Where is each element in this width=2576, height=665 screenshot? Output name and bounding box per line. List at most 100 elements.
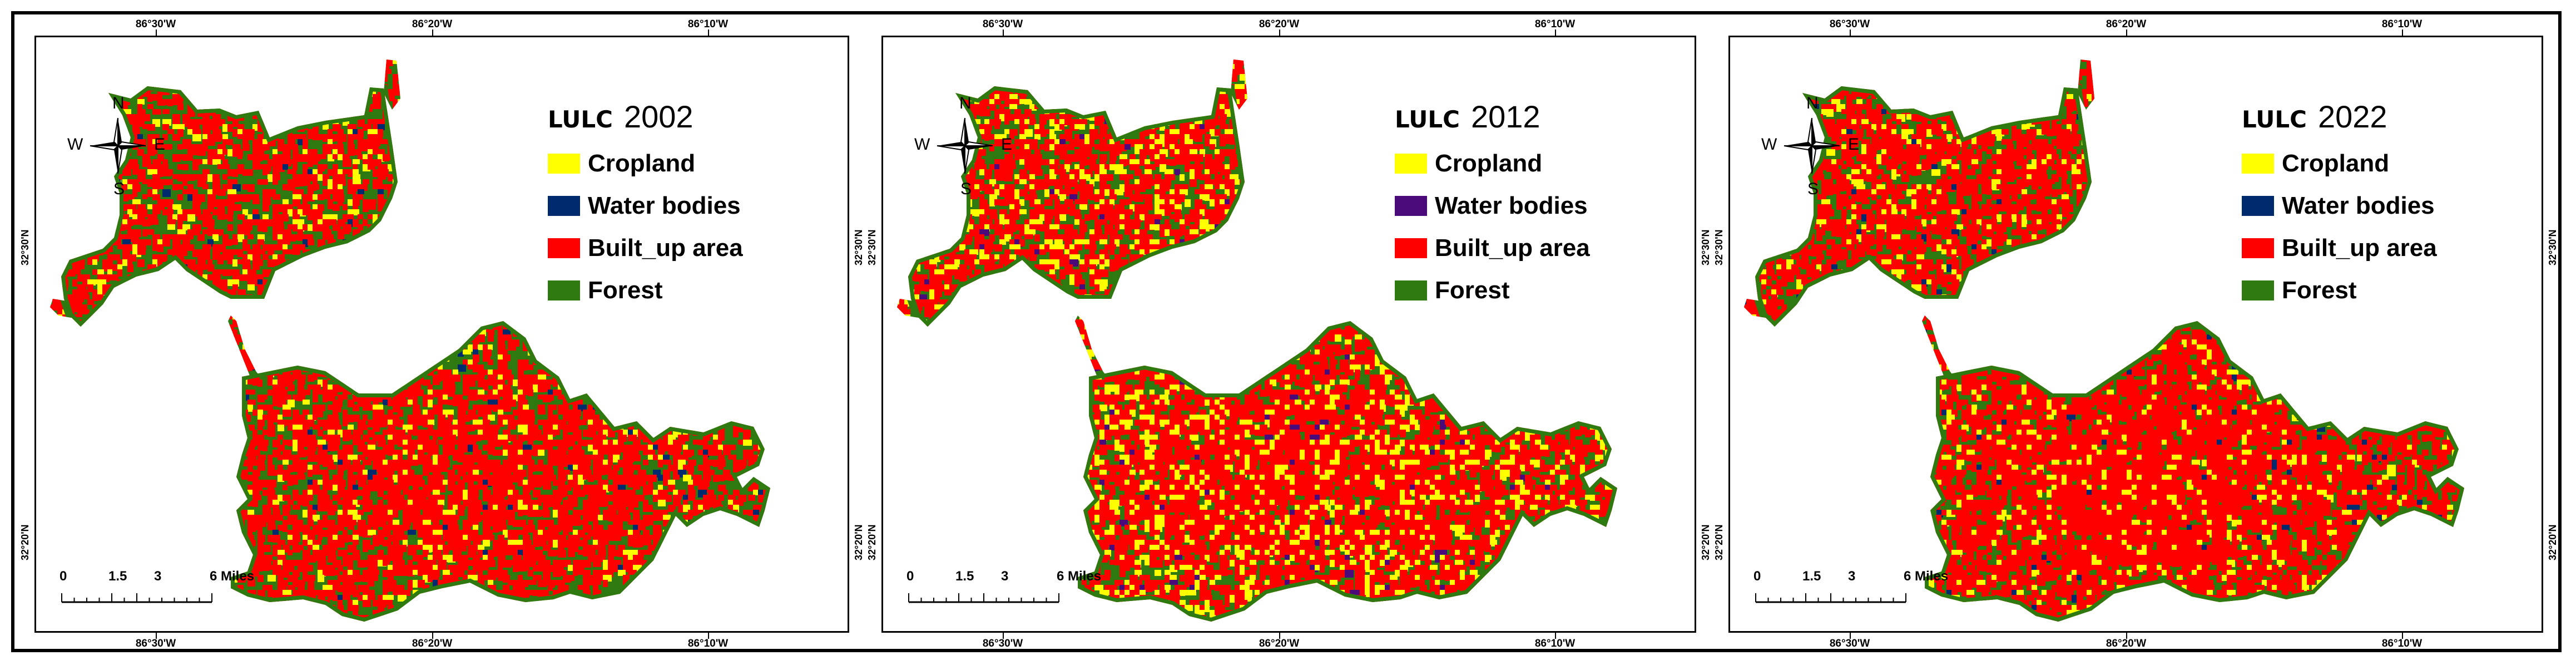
scale-bar: 0 1.5 3 6 Miles bbox=[1753, 569, 1948, 608]
legend-swatch bbox=[1395, 196, 1427, 216]
compass-rose-icon bbox=[1784, 117, 1840, 174]
legend-item: Cropland bbox=[2242, 150, 2389, 178]
legend-year: 2012 bbox=[1471, 99, 1540, 134]
compass-s-label: S bbox=[960, 180, 972, 199]
latitude-tick-left: 32°20'N bbox=[19, 524, 31, 560]
scale-bar-ruler bbox=[1755, 593, 1906, 603]
longitude-tick-bottom: 86°30'W bbox=[983, 638, 1023, 650]
scale-bar-ruler bbox=[908, 593, 1059, 603]
tick-mark bbox=[2126, 631, 2127, 639]
legend-label: Cropland bbox=[1435, 150, 1542, 178]
legend-item: Water bodies bbox=[2242, 192, 2435, 220]
legend-item: Water bodies bbox=[548, 192, 741, 220]
scale-bar: 0 1.5 3 6 Miles bbox=[906, 569, 1101, 608]
legend-item: Forest bbox=[1395, 277, 1509, 304]
compass-e-label: E bbox=[1001, 135, 1012, 154]
figure-frame: 86°30'W 86°20'W 86°10'W 86°30'W 86°20'W 86°10… bbox=[11, 11, 2562, 652]
legend-item: Built_up area bbox=[2242, 234, 2437, 262]
north-arrow-compass: N S E W bbox=[67, 94, 165, 198]
latitude-tick-left: 32°30'N bbox=[866, 229, 878, 265]
legend-swatch bbox=[2242, 280, 2274, 301]
tick-mark bbox=[708, 631, 709, 639]
tick-mark bbox=[1003, 631, 1004, 639]
legend-label: Built_up area bbox=[1435, 234, 1590, 262]
legend-swatch bbox=[2242, 238, 2274, 258]
legend-label: Forest bbox=[1435, 277, 1509, 304]
compass-e-label: E bbox=[154, 135, 165, 154]
tick-mark bbox=[1555, 29, 1556, 37]
longitude-tick-top: 86°30'W bbox=[983, 18, 1023, 31]
legend-title-lulc: LULC bbox=[1395, 106, 1460, 133]
compass-e-label: E bbox=[1848, 135, 1859, 154]
longitude-tick-bottom: 86°20'W bbox=[2106, 638, 2146, 650]
map-panel-2002: 86°30'W 86°20'W 86°10'W 86°30'W 86°20'W 86°10… bbox=[19, 18, 864, 649]
legend-label: Water bodies bbox=[2282, 192, 2435, 220]
legend-label: Built_up area bbox=[588, 234, 743, 262]
longitude-tick-bottom: 86°20'W bbox=[1259, 638, 1299, 650]
legend-label: Cropland bbox=[2282, 150, 2389, 178]
legend-swatch bbox=[1395, 238, 1427, 258]
compass-rose-icon bbox=[90, 117, 146, 174]
latitude-tick-left: 32°30'N bbox=[19, 229, 31, 265]
scale-bar-label: 6 Miles bbox=[210, 569, 254, 584]
legend-label: Forest bbox=[2282, 277, 2356, 304]
compass-w-label: W bbox=[1761, 135, 1777, 154]
latitude-tick-right: 32°20'N bbox=[2547, 524, 2559, 560]
lulc-map bbox=[50, 60, 770, 622]
longitude-tick-bottom: 86°30'W bbox=[1830, 638, 1870, 650]
scale-bar-label: 3 bbox=[1848, 569, 1855, 584]
latitude-tick-right: 32°20'N bbox=[853, 524, 865, 560]
legend-swatch bbox=[1395, 154, 1427, 174]
legend-item: Cropland bbox=[1395, 150, 1542, 178]
latitude-tick-left: 32°20'N bbox=[866, 524, 878, 560]
latitude-tick-right: 32°30'N bbox=[1700, 229, 1712, 265]
legend-swatch bbox=[548, 280, 580, 301]
legend-title: LULC 2022 bbox=[2242, 98, 2387, 135]
scale-bar-label: 6 Miles bbox=[1057, 569, 1101, 584]
tick-mark bbox=[708, 29, 709, 37]
latitude-tick-right: 32°30'N bbox=[853, 229, 865, 265]
tick-mark bbox=[1850, 29, 1851, 37]
legend-label: Water bodies bbox=[1435, 192, 1588, 220]
tick-mark bbox=[156, 29, 157, 37]
legend-swatch bbox=[1395, 280, 1427, 301]
scale-bar-label: 1.5 bbox=[108, 569, 127, 584]
legend-year: 2022 bbox=[2318, 99, 2387, 134]
compass-s-label: S bbox=[1807, 180, 1819, 199]
compass-w-label: W bbox=[67, 135, 83, 154]
lulc-map bbox=[1744, 60, 2464, 622]
compass-n-label: N bbox=[112, 94, 125, 113]
compass-rose-icon bbox=[937, 117, 993, 174]
longitude-tick-bottom: 86°10'W bbox=[2382, 638, 2422, 650]
tick-mark bbox=[432, 631, 433, 639]
longitude-tick-top: 86°10'W bbox=[688, 18, 728, 31]
legend-item: Forest bbox=[2242, 277, 2356, 304]
tick-mark bbox=[1279, 631, 1280, 639]
longitude-tick-top: 86°10'W bbox=[1535, 18, 1575, 31]
legend-item: Water bodies bbox=[1395, 192, 1588, 220]
tick-mark bbox=[1003, 29, 1004, 37]
compass-n-label: N bbox=[1806, 94, 1819, 113]
legend-title-lulc: LULC bbox=[548, 106, 613, 133]
legend-swatch bbox=[548, 154, 580, 174]
legend-label: Forest bbox=[588, 277, 662, 304]
scale-bar-label: 1.5 bbox=[955, 569, 974, 584]
scale-bar-label: 1.5 bbox=[1802, 569, 1821, 584]
tick-mark bbox=[156, 631, 157, 639]
north-arrow-compass: N S E W bbox=[1761, 94, 1859, 198]
latitude-tick-right: 32°20'N bbox=[1700, 524, 1712, 560]
tick-mark bbox=[432, 29, 433, 37]
legend-title: LULC 2002 bbox=[548, 98, 693, 135]
scale-bar-label: 6 Miles bbox=[1904, 569, 1948, 584]
scale-bar-label: 3 bbox=[154, 569, 161, 584]
scale-bar: 0 1.5 3 6 Miles bbox=[60, 569, 254, 608]
legend-title-lulc: LULC bbox=[2242, 106, 2307, 133]
compass-w-label: W bbox=[914, 135, 930, 154]
compass-s-label: S bbox=[113, 180, 125, 199]
legend-title: LULC 2012 bbox=[1395, 98, 1540, 135]
legend-label: Cropland bbox=[588, 150, 695, 178]
tick-mark bbox=[2126, 29, 2127, 37]
scale-bar-ruler bbox=[61, 593, 212, 603]
legend-swatch bbox=[548, 238, 580, 258]
tick-mark bbox=[2402, 29, 2403, 37]
